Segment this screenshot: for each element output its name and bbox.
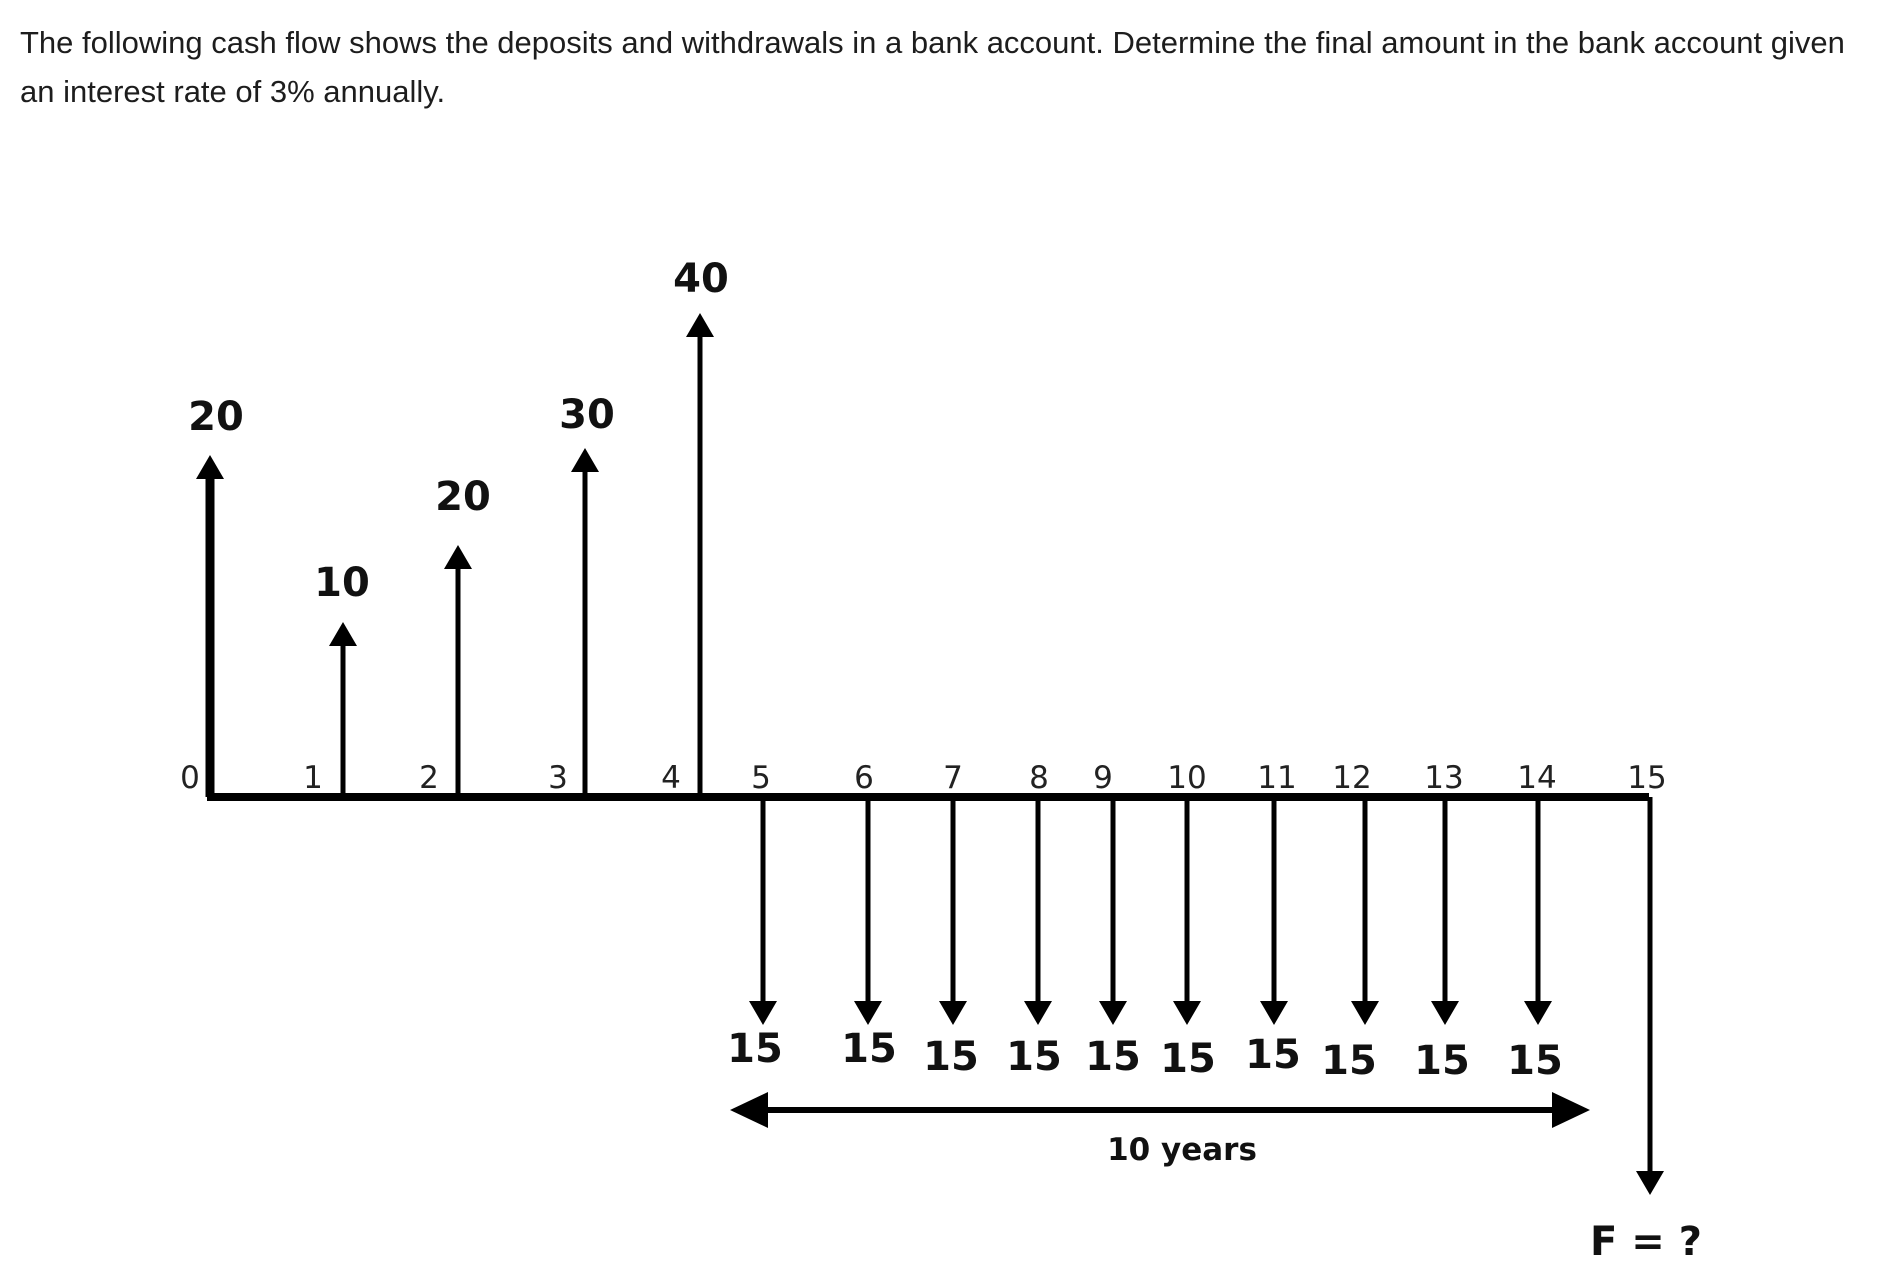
withdrawal-amount-label: 15 xyxy=(1321,1038,1377,1084)
withdrawal-amount-label: 15 xyxy=(841,1026,897,1072)
period-label: 14 xyxy=(1517,760,1556,796)
period-label: 8 xyxy=(1029,760,1049,796)
withdrawal-arrow-head xyxy=(939,1001,967,1025)
deposit-arrow-head xyxy=(571,448,599,472)
period-label: 5 xyxy=(751,760,771,796)
withdrawal-arrow-head xyxy=(1351,1001,1379,1025)
withdrawal-arrow-head xyxy=(1524,1001,1552,1025)
period-label: 4 xyxy=(661,760,681,796)
withdrawal-amount-label: 15 xyxy=(1414,1038,1470,1084)
withdrawal-amount-label: 15 xyxy=(1006,1034,1062,1080)
period-label: 12 xyxy=(1332,760,1371,796)
withdrawal-amount-label: 15 xyxy=(1245,1032,1301,1078)
withdrawal-arrow-head xyxy=(1173,1001,1201,1025)
deposit-amount-label: 20 xyxy=(188,394,244,440)
withdrawal-amount-label: 15 xyxy=(923,1034,979,1080)
period-label: 0 xyxy=(180,760,200,796)
period-label: 9 xyxy=(1093,760,1113,796)
deposit-arrow-head xyxy=(196,455,224,479)
deposit-amount-label: 40 xyxy=(673,256,729,302)
question-text: The following cash flow shows the deposi… xyxy=(20,25,1845,109)
withdrawal-arrow-head xyxy=(1260,1001,1288,1025)
withdrawal-amount-label: 15 xyxy=(727,1026,783,1072)
period-label: 15 xyxy=(1627,760,1666,796)
period-label: 3 xyxy=(548,760,568,796)
withdrawal-arrow-head xyxy=(1431,1001,1459,1025)
period-label: 11 xyxy=(1257,760,1296,796)
deposit-arrow-head xyxy=(444,545,472,569)
future-value-label: F = ? xyxy=(1590,1219,1702,1265)
withdrawal-amount-label: 15 xyxy=(1160,1036,1216,1082)
withdrawal-arrow-head xyxy=(1024,1001,1052,1025)
withdrawal-arrow-head xyxy=(854,1001,882,1025)
withdrawal-arrow-head xyxy=(749,1001,777,1025)
withdrawal-amount-label: 15 xyxy=(1085,1034,1141,1080)
period-label: 7 xyxy=(943,760,963,796)
period-label: 2 xyxy=(419,760,439,796)
deposit-amount-label: 30 xyxy=(559,392,615,438)
period-label: 13 xyxy=(1424,760,1463,796)
deposits-layer: 20 10 20 30 40 xyxy=(188,256,729,797)
period-labels: 0 1 2 3 4 5 6 7 8 9 10 11 12 13 14 15 xyxy=(180,760,1667,796)
future-value-arrow: F = ? xyxy=(1590,797,1702,1265)
withdrawal-amount-label: 15 xyxy=(1507,1038,1563,1084)
future-arrow-head xyxy=(1636,1171,1664,1195)
period-label: 1 xyxy=(303,760,323,796)
deposit-amount-label: 20 xyxy=(435,474,491,520)
withdrawals-layer: 15 15 15 15 15 15 15 15 15 15 xyxy=(727,797,1563,1084)
span-indicator: 10 years xyxy=(730,1092,1590,1168)
period-label: 10 xyxy=(1167,760,1206,796)
span-arrow-right-head xyxy=(1552,1092,1590,1128)
deposit-arrow-head xyxy=(686,313,714,337)
deposit-amount-label: 10 xyxy=(314,560,370,606)
span-arrow-left-head xyxy=(730,1092,768,1128)
period-label: 6 xyxy=(854,760,874,796)
span-label: 10 years xyxy=(1107,1132,1257,1168)
withdrawal-arrow-head xyxy=(1099,1001,1127,1025)
deposit-arrow-head xyxy=(329,622,357,646)
